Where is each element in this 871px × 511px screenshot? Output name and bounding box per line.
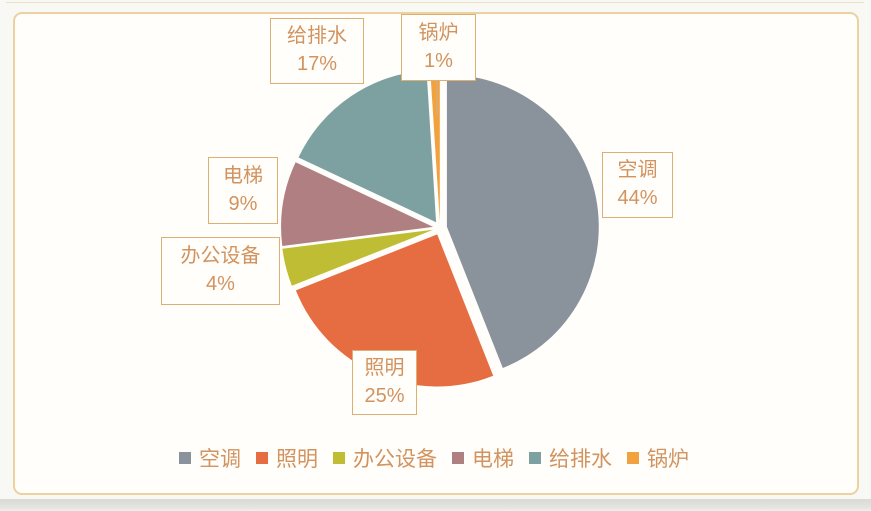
data-label-office-equipment: 办公设备 4%: [161, 237, 280, 305]
data-label-office-equipment-pct: 4%: [206, 273, 235, 295]
data-label-lighting: 照明 25%: [352, 350, 417, 415]
legend-label-boiler: 锅炉: [647, 448, 689, 471]
data-label-elevator: 电梯 9%: [208, 157, 278, 224]
legend-marker-air-conditioning: [179, 452, 191, 464]
legend-item-plumbing: 给排水: [529, 443, 612, 473]
scan-shadow: [0, 499, 871, 511]
legend-item-lighting: 照明: [256, 443, 318, 473]
pie-slice-办公设备: [282, 229, 434, 286]
pie-slice-照明: [295, 234, 494, 387]
data-label-elevator-name: 电梯: [223, 164, 263, 187]
data-label-plumbing-pct: 17%: [296, 53, 338, 75]
legend-label-elevator: 电梯: [472, 448, 514, 471]
data-label-boiler: 锅炉 1%: [401, 14, 476, 81]
data-label-boiler-pct: 1%: [424, 49, 453, 72]
pie-slice-空调: [446, 74, 599, 368]
legend-item-office-equipment: 办公设备: [333, 443, 437, 473]
data-label-air-conditioning: 空调 44%: [602, 152, 673, 218]
legend-item-boiler: 锅炉: [627, 443, 689, 473]
data-label-lighting-name: 照明: [364, 356, 405, 379]
legend-item-elevator: 电梯: [452, 443, 514, 473]
data-label-air-conditioning-pct: 44%: [617, 187, 658, 209]
legend-label-plumbing: 给排水: [549, 448, 612, 471]
data-label-plumbing-name: 给排水: [287, 25, 347, 48]
legend: 空调 照明 办公设备 电梯 给排水 锅炉: [13, 441, 855, 475]
pie-slice-电梯: [281, 162, 434, 246]
legend-marker-lighting: [256, 452, 268, 464]
pie-slice-给排水: [298, 70, 437, 223]
legend-item-air-conditioning: 空调: [179, 443, 241, 473]
data-label-air-conditioning-name: 空调: [617, 159, 658, 182]
scan-edge-line: [6, 2, 864, 3]
legend-label-office-equipment: 办公设备: [353, 448, 437, 471]
data-label-lighting-pct: 25%: [364, 384, 405, 407]
legend-label-air-conditioning: 空调: [199, 448, 241, 471]
legend-marker-boiler: [627, 452, 639, 464]
data-label-boiler-name: 锅炉: [418, 21, 459, 44]
data-label-elevator-pct: 9%: [228, 192, 258, 215]
legend-marker-plumbing: [529, 452, 541, 464]
boiler-label-leader-line: [436, 81, 438, 115]
legend-marker-office-equipment: [333, 452, 345, 464]
legend-label-lighting: 照明: [276, 448, 318, 471]
data-label-office-equipment-name: 办公设备: [180, 245, 261, 268]
legend-marker-elevator: [452, 452, 464, 464]
data-label-plumbing: 给排水 17%: [270, 18, 364, 84]
